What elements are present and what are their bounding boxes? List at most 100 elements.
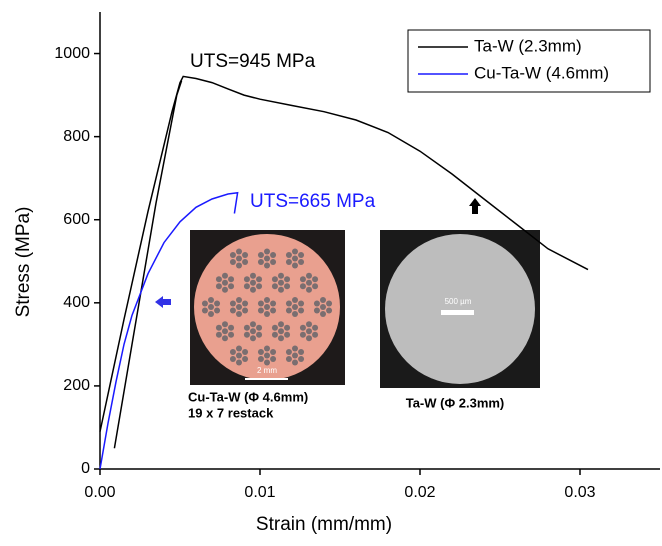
filament [286, 259, 292, 265]
filament [250, 287, 256, 293]
y-tick-label: 0 [81, 460, 90, 477]
filament [272, 325, 278, 331]
filament [228, 283, 234, 289]
filament [244, 283, 250, 289]
filament [250, 321, 256, 327]
arrow [155, 296, 171, 308]
filament [258, 308, 264, 314]
filament [264, 249, 270, 255]
filament [298, 259, 304, 265]
y-tick-label: 800 [63, 128, 90, 145]
chart: 2 mm 500 µm Cu-Ta-W (Φ 4.6mm) 19 x 7 res… [0, 0, 662, 541]
filament [242, 349, 248, 355]
filament [256, 283, 262, 289]
filament [242, 259, 248, 265]
filament [320, 304, 326, 310]
filament [292, 345, 298, 351]
filament [284, 325, 290, 331]
filament [286, 308, 292, 314]
filament [284, 276, 290, 282]
annotation: UTS=665 MPa [250, 191, 376, 212]
filament [326, 308, 332, 314]
filament [278, 273, 284, 279]
filament [236, 249, 242, 255]
x-tick-label: 0.02 [404, 484, 435, 501]
filament [264, 297, 270, 303]
filament [258, 356, 264, 362]
filament [230, 259, 236, 265]
filament [216, 332, 222, 338]
filament [244, 332, 250, 338]
filament [306, 321, 312, 327]
filament [230, 349, 236, 355]
filament [284, 332, 290, 338]
filament [326, 301, 332, 307]
filament [244, 276, 250, 282]
filament [228, 325, 234, 331]
filament [236, 311, 242, 317]
filament [284, 283, 290, 289]
filament [292, 249, 298, 255]
filament [242, 252, 248, 258]
filament [236, 256, 242, 262]
filament [256, 276, 262, 282]
inset-left [190, 230, 345, 385]
filament [216, 325, 222, 331]
filament [208, 297, 214, 303]
filament [222, 335, 228, 341]
filament [202, 301, 208, 307]
filament [222, 280, 228, 286]
filament [320, 311, 326, 317]
filament [306, 328, 312, 334]
filament [264, 263, 270, 269]
legend-label: Cu-Ta-W (4.6mm) [474, 63, 609, 82]
filament [270, 252, 276, 258]
filament [306, 335, 312, 341]
filament [300, 283, 306, 289]
filament [208, 311, 214, 317]
filament [202, 308, 208, 314]
filament [300, 325, 306, 331]
filament [258, 259, 264, 265]
filament [270, 356, 276, 362]
filament [228, 276, 234, 282]
filament [236, 263, 242, 269]
filament [278, 321, 284, 327]
filament [292, 297, 298, 303]
filament [264, 256, 270, 262]
filament [286, 356, 292, 362]
filament [306, 280, 312, 286]
inset-caption: 19 x 7 restack [188, 405, 274, 420]
filament [222, 328, 228, 334]
filament [250, 273, 256, 279]
filament [230, 308, 236, 314]
filament [264, 360, 270, 366]
filament [270, 308, 276, 314]
filament [230, 301, 236, 307]
filament [236, 359, 242, 365]
y-tick-label: 200 [63, 377, 90, 394]
legend-label: Ta-W (2.3mm) [474, 36, 582, 55]
filament [264, 311, 270, 317]
filament [236, 304, 242, 310]
filament [292, 311, 298, 317]
x-tick-label: 0.03 [564, 484, 595, 501]
filament [312, 325, 318, 331]
inset-right [380, 230, 540, 388]
filament [306, 273, 312, 279]
filament [216, 283, 222, 289]
filament [230, 356, 236, 362]
filament [292, 304, 298, 310]
filament [236, 352, 242, 358]
scale-label: 500 µm [445, 297, 472, 306]
filament [300, 276, 306, 282]
filament [298, 349, 304, 355]
arrow [469, 198, 481, 214]
inset-caption: Ta-W (Φ 2.3mm) [406, 395, 505, 410]
filament [264, 346, 270, 352]
filament [278, 328, 284, 334]
filament [250, 335, 256, 341]
filament [314, 308, 320, 314]
scale-label: 2 mm [257, 366, 277, 375]
filament [298, 308, 304, 314]
